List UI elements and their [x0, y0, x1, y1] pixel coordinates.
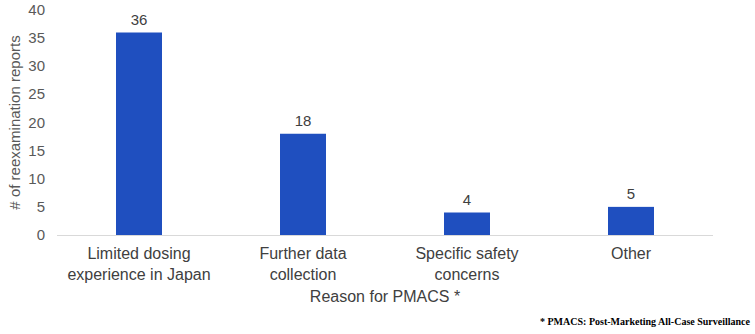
- x-tick-label: Specific safety concerns: [415, 245, 518, 283]
- label-line: Specific safety: [415, 245, 518, 262]
- footnote: * PMACS: Post-Marketing All-Case Surveil…: [540, 316, 751, 327]
- data-label: 36: [131, 11, 148, 28]
- label-line: collection: [270, 266, 337, 283]
- label-line: Other: [611, 245, 652, 262]
- x-tick-label: Limited dosing experience in Japan: [67, 245, 210, 283]
- x-axis-line: [57, 235, 713, 236]
- bar: [608, 207, 654, 235]
- x-tick-label: Further data collection: [259, 245, 346, 283]
- y-axis-label: # of reexamination reports: [6, 35, 23, 209]
- y-tick-label: 35: [28, 29, 45, 46]
- label-line: Limited dosing: [87, 245, 190, 262]
- chart: 0 5 10 15 20 25 30 35 40 36 18 4 5 Limited dosing expe…: [0, 0, 755, 334]
- y-tick-label: 30: [28, 57, 45, 74]
- bar: [116, 33, 162, 236]
- y-tick-label: 25: [28, 85, 45, 102]
- data-label: 4: [463, 191, 471, 208]
- bars: [116, 33, 654, 236]
- bar: [280, 134, 326, 235]
- x-tick-label: Other: [611, 245, 652, 262]
- y-tick-label: 20: [28, 114, 45, 131]
- label-line: experience in Japan: [67, 266, 210, 283]
- data-label: 18: [295, 112, 312, 129]
- y-tick-label: 10: [28, 170, 45, 187]
- y-tick-label: 15: [28, 142, 45, 159]
- bar: [444, 213, 490, 236]
- y-tick-label: 5: [37, 198, 45, 215]
- y-tick-label: 40: [28, 1, 45, 18]
- label-line: Further data: [259, 245, 346, 262]
- data-label: 5: [627, 185, 635, 202]
- y-tick-label: 0: [37, 226, 45, 243]
- x-axis-label: Reason for PMACS *: [310, 288, 460, 305]
- label-line: concerns: [435, 266, 500, 283]
